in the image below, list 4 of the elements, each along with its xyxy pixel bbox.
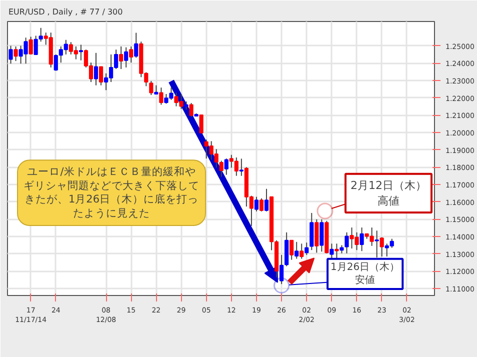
annotation: 2月12日（木）高値 xyxy=(350,178,426,208)
chart-title: EUR/USD , Daily , # 77 / 300 xyxy=(8,8,123,16)
annotation: ユーロ/米ドルはＥＣＢ量的緩和やギリシャ問題などで大きく下落してきたが、1月26日（木）に底を打ったように見えた xyxy=(24,165,200,220)
annotation: 1月26日（木）安値 xyxy=(330,260,400,286)
